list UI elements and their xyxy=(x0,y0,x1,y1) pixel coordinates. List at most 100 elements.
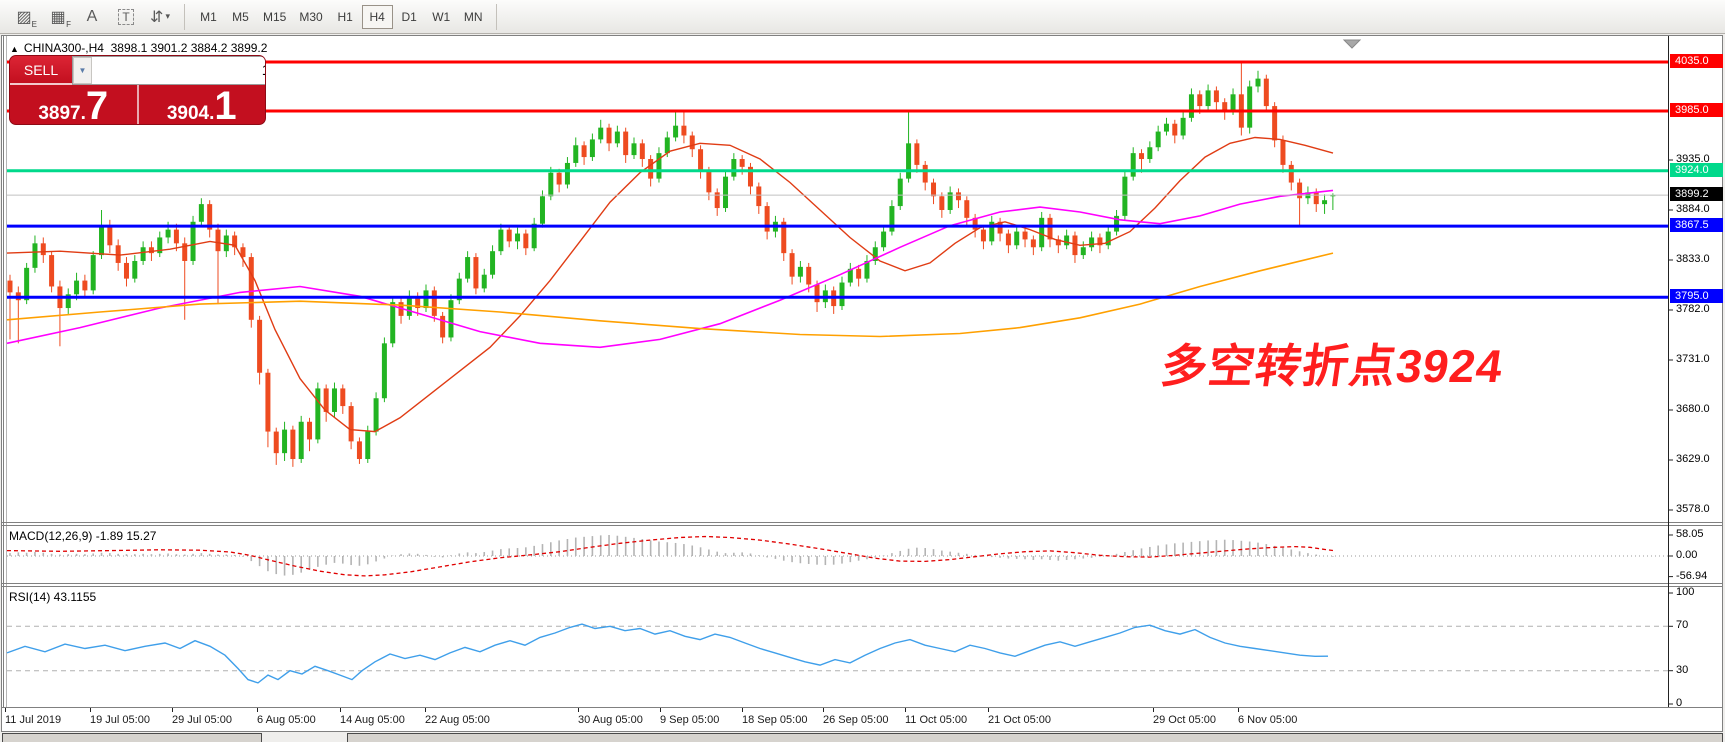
candle-up xyxy=(298,421,304,460)
timeframe-button-d1[interactable]: D1 xyxy=(401,9,417,24)
volume-decrease-button[interactable]: ▼ xyxy=(73,57,92,84)
candle-up xyxy=(847,268,853,283)
candle-up xyxy=(1330,195,1336,197)
candle-up xyxy=(140,247,146,261)
candle-down xyxy=(148,247,154,254)
candle-down xyxy=(265,372,271,432)
candle-up xyxy=(157,237,163,254)
timeframe-button-m1[interactable]: M1 xyxy=(200,9,217,24)
candle-down xyxy=(323,388,329,412)
timeframe-button-h1[interactable]: H1 xyxy=(337,9,353,24)
candle-up xyxy=(498,229,504,252)
timeframe-button-m30[interactable]: M30 xyxy=(299,9,323,24)
candle-up xyxy=(564,162,570,185)
text-box-icon[interactable]: T xyxy=(110,4,142,30)
buy-price-big-digit: 1 xyxy=(214,84,237,125)
candle-down xyxy=(82,280,88,291)
ma-fast-line xyxy=(6,136,1334,433)
candle-up xyxy=(1122,176,1128,216)
candle-down xyxy=(1139,153,1145,160)
candle-up xyxy=(490,251,496,275)
candle-down xyxy=(1222,102,1228,111)
toolbar-separator xyxy=(184,3,185,30)
candle-down xyxy=(107,225,113,246)
candle-up xyxy=(32,243,38,268)
one-click-row: SELL ▼ ▲ BUY xyxy=(10,56,265,85)
ma-mid-line xyxy=(6,189,1334,349)
candle-down xyxy=(257,319,263,373)
candle-up xyxy=(881,231,887,248)
candle-up xyxy=(864,260,870,279)
candle-up xyxy=(1114,215,1120,232)
candle-down xyxy=(49,255,55,287)
pattern-e-icon[interactable]: ▨ E xyxy=(16,8,37,29)
candle-up xyxy=(1255,78,1261,87)
text-label-icon[interactable]: A xyxy=(86,7,98,25)
candle-down xyxy=(40,243,46,256)
candle-up xyxy=(656,153,662,179)
arrow-tools-icon[interactable]: ⇵ ▾ xyxy=(150,8,170,26)
volume-box: ▼ ▲ xyxy=(72,56,265,85)
candle-up xyxy=(1322,200,1328,205)
candle-up xyxy=(1188,94,1194,118)
toolbar-separator-2 xyxy=(495,3,497,30)
volume-input[interactable] xyxy=(92,57,265,84)
candle-up xyxy=(1064,235,1070,246)
candle-up xyxy=(1155,131,1161,148)
timeframe-button-mn[interactable]: MN xyxy=(463,9,483,24)
candle-up xyxy=(99,225,105,256)
background-window-edge-right[interactable] xyxy=(347,733,1723,742)
candle-down xyxy=(689,135,695,150)
candle-down xyxy=(606,127,612,144)
sell-price[interactable]: 3897. 7 xyxy=(10,85,139,124)
candle-down xyxy=(1072,235,1078,256)
candle-up xyxy=(456,278,462,301)
candle-up xyxy=(872,247,878,261)
grid-f-icon[interactable]: ▦ F xyxy=(50,8,71,29)
candle-up xyxy=(539,196,545,224)
candle-down xyxy=(1030,239,1036,248)
candle-down xyxy=(1097,237,1103,246)
sell-button[interactable]: SELL xyxy=(10,56,72,85)
timeframe-button-h4[interactable]: H4 xyxy=(361,4,393,29)
timeframe-button-m5[interactable]: M5 xyxy=(232,9,249,24)
candle-up xyxy=(132,260,138,279)
candle-down xyxy=(939,196,945,211)
candle-up xyxy=(673,125,679,138)
candle-down xyxy=(307,421,313,440)
candle-up xyxy=(515,233,521,242)
background-window-edge-left[interactable] xyxy=(2,733,262,742)
candle-up xyxy=(373,398,379,432)
candle-up xyxy=(1039,217,1045,248)
chart-window-frame xyxy=(1,35,1723,732)
candle-down xyxy=(1047,217,1053,240)
candle-up xyxy=(331,388,337,412)
candle-down xyxy=(756,186,762,207)
axis-ticks xyxy=(5,159,1673,712)
candle-up xyxy=(664,137,670,154)
timeframe-button-m15[interactable]: M15 xyxy=(263,9,287,24)
macd-pane xyxy=(6,535,1668,577)
candle-up xyxy=(423,290,429,309)
candle-up xyxy=(531,223,537,249)
candle-down xyxy=(340,388,346,407)
buy-price[interactable]: 3904. 1 xyxy=(139,84,266,125)
timeframe-button-w1[interactable]: W1 xyxy=(432,9,451,24)
candle-down xyxy=(922,164,928,183)
candle-down xyxy=(1197,94,1203,107)
candle-up xyxy=(897,178,903,207)
candle-down xyxy=(814,284,820,303)
candle-down xyxy=(698,149,704,171)
candle-down xyxy=(273,431,279,454)
candle-down xyxy=(964,200,970,218)
candle-up xyxy=(65,294,71,309)
candle-up xyxy=(631,143,637,156)
candle-up xyxy=(906,143,912,179)
candle-up xyxy=(448,300,454,338)
macd-signal-line xyxy=(6,535,1334,577)
candle-down xyxy=(681,125,687,136)
candle-up xyxy=(465,257,471,279)
candle-up xyxy=(1205,90,1211,107)
